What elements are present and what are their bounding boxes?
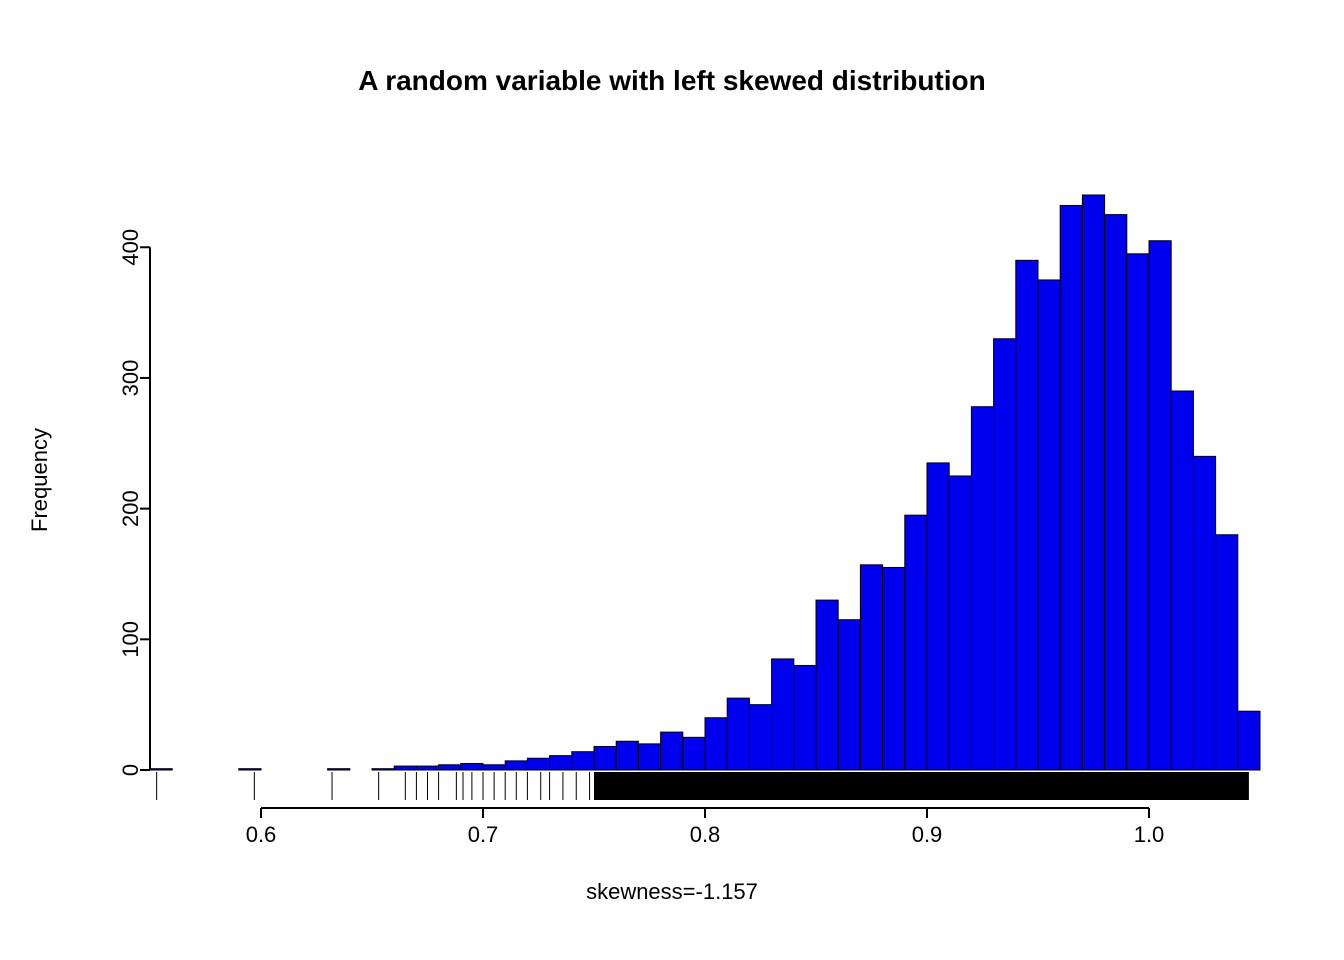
histogram-bar [638, 744, 660, 770]
x-tick-label: 0.8 [690, 822, 721, 847]
histogram-bar [727, 698, 749, 770]
rug-group [157, 772, 1249, 800]
histogram-bar [1105, 215, 1127, 770]
histogram-bar [838, 620, 860, 770]
histogram-bar [860, 565, 882, 770]
histogram-bar [705, 718, 727, 770]
histogram-chart: A random variable with left skewed distr… [0, 0, 1344, 960]
histogram-bar [572, 752, 594, 770]
histogram-bar [816, 600, 838, 770]
rug-dense-band [594, 772, 1249, 800]
y-tick-label: 300 [118, 360, 143, 397]
histogram-bar [616, 741, 638, 770]
histogram-bar [1082, 195, 1104, 770]
histogram-bar [1171, 391, 1193, 770]
y-tick-label: 100 [118, 621, 143, 658]
histogram-bar [749, 705, 771, 770]
histogram-bar [971, 407, 993, 770]
histogram-bar [949, 476, 971, 770]
histogram-bar [1238, 711, 1260, 770]
histogram-bar [883, 567, 905, 770]
histogram-bar [905, 515, 927, 770]
histogram-bar [372, 769, 394, 770]
x-tick-label: 0.6 [246, 822, 277, 847]
histogram-bar [239, 769, 261, 770]
histogram-bar [1016, 260, 1038, 770]
histogram-bar [1038, 280, 1060, 770]
histogram-bar [1149, 241, 1171, 770]
histogram-bar [328, 769, 350, 770]
histogram-bar [150, 769, 172, 770]
histogram-bar [1060, 205, 1082, 770]
x-tick-label: 1.0 [1134, 822, 1165, 847]
histogram-bar [439, 765, 461, 770]
histogram-bar [1127, 254, 1149, 770]
histogram-bar [416, 766, 438, 770]
histogram-bar [1216, 535, 1238, 770]
histogram-bar [461, 763, 483, 770]
histogram-bar [483, 765, 505, 770]
x-tick-label: 0.9 [912, 822, 943, 847]
histogram-bar [527, 758, 549, 770]
histogram-bar [550, 756, 572, 770]
histogram-bar [394, 766, 416, 770]
histogram-bar [794, 665, 816, 770]
histogram-bar [683, 737, 705, 770]
histogram-bar [505, 761, 527, 770]
y-tick-label: 400 [118, 229, 143, 266]
histogram-bar [772, 659, 794, 770]
plot-svg: 0 100 200 300 400 0.6 0.7 0.8 0.9 1.0 [0, 0, 1344, 960]
histogram-bar [927, 463, 949, 770]
histogram-bar [661, 732, 683, 770]
histogram-bar [594, 746, 616, 770]
histogram-bar [994, 339, 1016, 770]
x-tick-label: 0.7 [468, 822, 499, 847]
histogram-bar [1193, 456, 1215, 770]
y-tick-label: 0 [118, 764, 143, 776]
y-tick-label: 200 [118, 490, 143, 527]
bars-group [150, 195, 1260, 770]
